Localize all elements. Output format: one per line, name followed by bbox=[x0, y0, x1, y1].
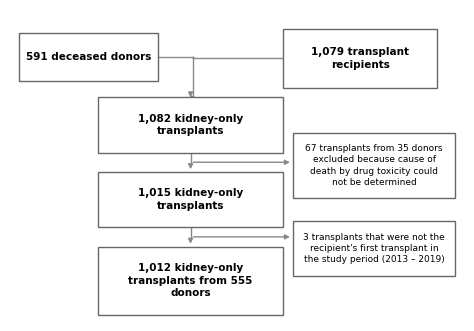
FancyBboxPatch shape bbox=[98, 172, 283, 227]
FancyBboxPatch shape bbox=[293, 133, 456, 198]
FancyBboxPatch shape bbox=[293, 221, 456, 276]
Text: 3 transplants that were not the
recipient's first transplant in
the study period: 3 transplants that were not the recipien… bbox=[303, 233, 445, 264]
FancyBboxPatch shape bbox=[98, 247, 283, 315]
Text: 1,012 kidney-only
transplants from 555
donors: 1,012 kidney-only transplants from 555 d… bbox=[128, 263, 253, 298]
Text: 1,015 kidney-only
transplants: 1,015 kidney-only transplants bbox=[138, 188, 243, 211]
Text: 67 transplants from 35 donors
excluded because cause of
death by drug toxicity c: 67 transplants from 35 donors excluded b… bbox=[305, 144, 443, 187]
Text: 1,082 kidney-only
transplants: 1,082 kidney-only transplants bbox=[138, 114, 243, 136]
Text: 591 deceased donors: 591 deceased donors bbox=[26, 52, 151, 62]
FancyBboxPatch shape bbox=[18, 32, 158, 81]
Text: 1,079 transplant
recipients: 1,079 transplant recipients bbox=[311, 47, 409, 70]
FancyBboxPatch shape bbox=[98, 97, 283, 153]
FancyBboxPatch shape bbox=[283, 29, 437, 88]
